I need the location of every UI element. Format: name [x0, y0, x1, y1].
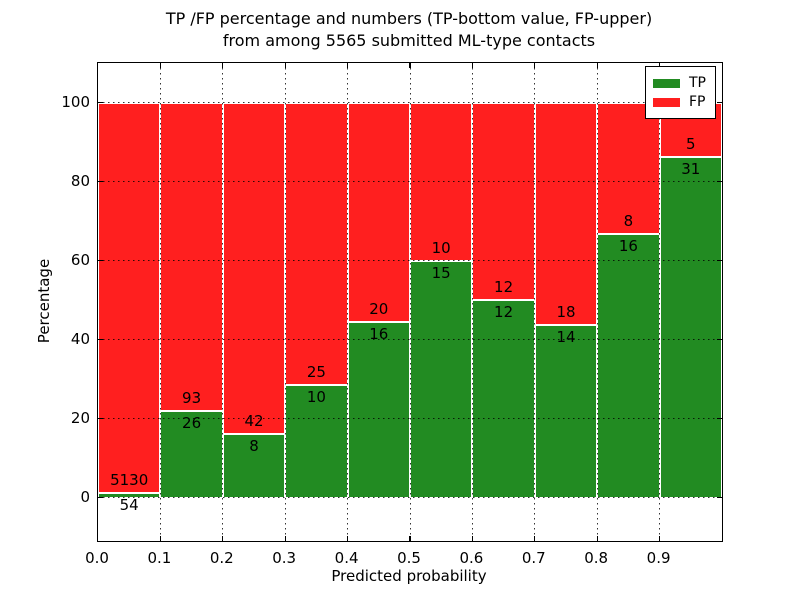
- tick-mark-x-bottom: [471, 536, 474, 541]
- x-tick-label: 0.9: [646, 549, 671, 567]
- legend-label-fp: FP: [689, 94, 706, 110]
- bar-segment-tp: [534, 324, 598, 498]
- tick-mark-x-top: [346, 63, 349, 68]
- x-tick-label: 0.5: [397, 549, 421, 567]
- tp-count-label: 54: [119, 496, 139, 515]
- bar-segment-fp: [597, 102, 660, 235]
- x-tick-label: 0.7: [521, 549, 546, 567]
- y-tick-label: 0: [80, 487, 90, 506]
- bar-segment-fp: [222, 102, 286, 435]
- tick-mark-y-left: [98, 259, 103, 262]
- tick-mark-x-bottom: [159, 536, 162, 541]
- bar-segment-fp: [160, 102, 223, 412]
- tick-mark-y-left: [98, 496, 103, 499]
- tick-mark-x-top: [222, 63, 224, 68]
- bar-segment-fp: [472, 102, 535, 301]
- tick-mark-y-right: [717, 496, 722, 499]
- tick-mark-x-bottom: [222, 536, 224, 541]
- tick-mark-x-top: [284, 63, 286, 68]
- x-tick-label: 0.8: [584, 549, 609, 567]
- bar-segment-fp: [98, 102, 161, 494]
- bar-segment-fp: [347, 102, 410, 322]
- tick-mark-y-right: [717, 338, 722, 341]
- y-tick-label: 100: [61, 92, 90, 111]
- legend: TP FP: [645, 66, 716, 119]
- x-tick-label: 0.1: [147, 549, 172, 567]
- bar-segment-fp: [285, 102, 348, 385]
- legend-item-tp: TP: [653, 75, 706, 91]
- y-tick-label: 60: [70, 250, 90, 269]
- bar-segment-tp: [160, 411, 223, 498]
- bar-segment-fp: [534, 102, 598, 325]
- legend-label-tp: TP: [689, 75, 706, 91]
- tick-mark-x-top: [409, 63, 411, 68]
- gridline-vertical: [534, 63, 536, 541]
- chart-title-line-1: TP /FP percentage and numbers (TP-bottom…: [165, 9, 653, 28]
- bar-segment-tp: [347, 321, 410, 498]
- x-tick-label: 0.3: [272, 549, 297, 567]
- gridline-vertical: [159, 63, 161, 541]
- x-tick-label: 0.6: [459, 549, 484, 567]
- tick-mark-y-right: [717, 259, 722, 262]
- tick-mark-x-top: [471, 63, 474, 68]
- gridline-vertical: [222, 63, 224, 541]
- bar-segment-tp: [285, 384, 348, 498]
- legend-item-fp: FP: [653, 94, 706, 110]
- tick-mark-x-top: [534, 63, 536, 68]
- tick-mark-y-left: [98, 338, 103, 341]
- bar-segment-tp: [472, 300, 535, 498]
- bar-segment-tp: [222, 434, 286, 498]
- tick-mark-y-right: [717, 180, 722, 183]
- tick-mark-x-top: [658, 63, 661, 68]
- y-tick-label: 80: [70, 171, 90, 190]
- tick-mark-x-top: [159, 63, 162, 68]
- gridline-vertical: [347, 63, 349, 541]
- tick-mark-x-bottom: [534, 536, 536, 541]
- gridline-vertical: [659, 63, 661, 541]
- tick-mark-y-left: [98, 180, 103, 183]
- tick-mark-y-left: [98, 101, 103, 104]
- tick-mark-x-bottom: [596, 536, 598, 541]
- x-tick-label: 0.0: [85, 549, 109, 567]
- y-tick-label: 40: [70, 329, 90, 348]
- tick-mark-y-left: [98, 417, 103, 420]
- tick-mark-y-right: [717, 417, 722, 420]
- chart-title: TP /FP percentage and numbers (TP-bottom…: [97, 8, 721, 52]
- tick-mark-x-top: [596, 63, 598, 68]
- plot-area: 5130 54 93 26 42 8 25 10 20 16 10 15 12 12 18 14 8 16 5 31: [97, 62, 723, 542]
- fp-swatch-icon: [653, 97, 680, 107]
- bar-segment-tp: [98, 493, 161, 498]
- bar-segment-tp: [410, 260, 473, 498]
- gridline-vertical: [471, 63, 473, 541]
- tick-mark-x-bottom: [284, 536, 286, 541]
- x-tick-label: 0.4: [334, 549, 359, 567]
- chart-title-line-2: from among 5565 submitted ML-type contac…: [222, 31, 596, 50]
- y-tick-label: 20: [70, 408, 90, 427]
- tick-mark-x-bottom: [658, 536, 661, 541]
- tick-mark-y-right: [717, 101, 722, 104]
- tick-mark-x-bottom: [409, 536, 411, 541]
- gridline-vertical: [409, 63, 411, 541]
- gridline-vertical: [596, 63, 598, 541]
- tick-mark-x-bottom: [346, 536, 349, 541]
- x-tick-label: 0.2: [209, 549, 234, 567]
- gridline-vertical: [284, 63, 286, 541]
- tp-swatch-icon: [653, 78, 680, 88]
- bar-segment-tp: [597, 234, 660, 498]
- bar-segment-tp: [659, 157, 722, 498]
- x-axis-label: Predicted probability: [331, 567, 487, 585]
